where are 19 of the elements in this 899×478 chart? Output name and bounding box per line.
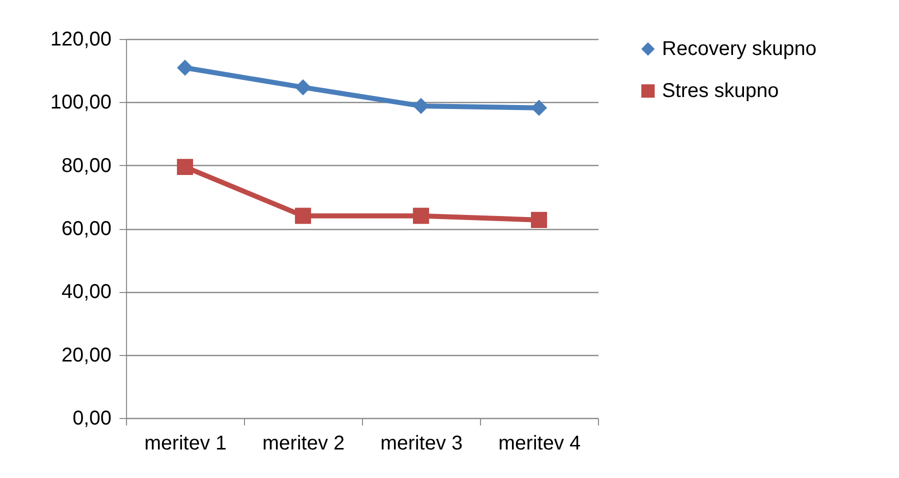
point: [530, 212, 548, 228]
point: [294, 79, 312, 96]
x-tick-label: meritev 3: [380, 432, 463, 454]
point: [294, 208, 312, 224]
y-tick-label: 0,00: [72, 408, 112, 430]
x-tick-label: meritev 4: [498, 432, 581, 454]
x-tick-label: meritev 2: [262, 432, 345, 454]
point: [176, 60, 194, 76]
point: [412, 208, 430, 224]
y-tick-label: 20,00: [61, 344, 112, 366]
point: [176, 158, 194, 175]
legend-label: Stres skupno: [662, 80, 779, 102]
legend-label: Recovery skupno: [662, 38, 817, 60]
y-tick-label: 80,00: [61, 154, 112, 177]
y-tick-label: 120,00: [50, 28, 112, 50]
y-tick-label: 100,00: [50, 92, 112, 114]
x-tick-label: meritev 1: [144, 432, 227, 454]
y-tick-label: 40,00: [61, 281, 112, 304]
y-tick-label: 60,00: [61, 218, 112, 240]
